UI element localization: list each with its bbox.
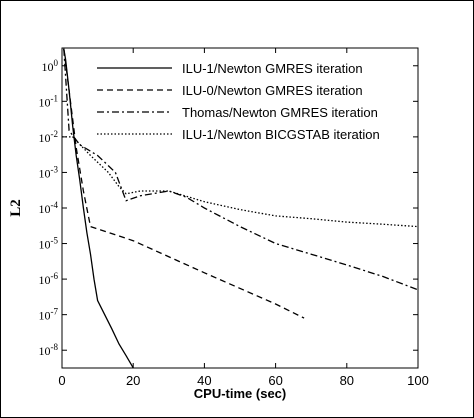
legend-label: ILU-1/Newton BICGSTAB iteration xyxy=(182,127,380,142)
y-tick-label: 100 xyxy=(42,58,59,74)
x-tick-label: 80 xyxy=(340,373,354,388)
y-tick-label: 10-1 xyxy=(39,93,59,109)
x-axis-label: CPU-time (sec) xyxy=(194,386,286,401)
y-tick-label: 10-7 xyxy=(39,307,59,323)
legend-label: ILU-0/Newton GMRES iteration xyxy=(182,83,363,98)
y-tick-label: 10-8 xyxy=(39,342,59,358)
series-line xyxy=(62,136,419,228)
y-tick-label: 10-3 xyxy=(39,164,59,180)
legend-label: Thomas/Newton GMRES iteration xyxy=(182,105,378,120)
y-tick-label: 10-5 xyxy=(39,236,59,252)
y-axis-label: L2 xyxy=(8,199,24,217)
x-tick-label: 100 xyxy=(407,373,429,388)
series-line xyxy=(63,48,305,319)
x-tick-label: 40 xyxy=(197,373,211,388)
y-tick-label: 10-4 xyxy=(39,200,59,216)
x-tick-label: 0 xyxy=(58,373,65,388)
y-tick-label: 10-2 xyxy=(39,129,59,145)
x-tick-label: 60 xyxy=(268,373,282,388)
y-tick-label: 10-6 xyxy=(39,271,59,287)
legend-label: ILU-1/Newton GMRES iteration xyxy=(182,61,363,76)
x-tick-label: 20 xyxy=(126,373,140,388)
